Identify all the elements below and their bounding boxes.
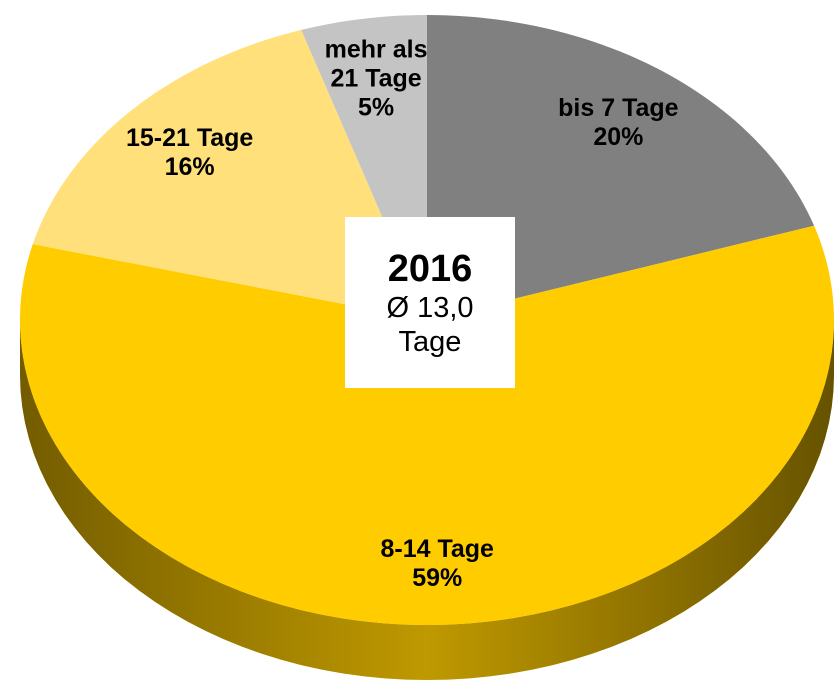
pie-slice	[427, 15, 815, 320]
slice-name: bis 7 Tage	[558, 93, 679, 122]
slice-value: 59%	[412, 563, 463, 592]
slice-name: 15-21 Tage	[125, 123, 254, 152]
slice-label: 15-21 Tage 16%	[100, 124, 280, 182]
slice-name: mehr als 21 Tage	[324, 35, 428, 93]
center-text: Ø 13,0 Tage	[386, 291, 474, 358]
slice-label: bis 7 Tage 20%	[528, 94, 708, 152]
pie-slice	[20, 225, 834, 625]
pie-side-shade	[20, 320, 834, 680]
slice-label: 8-14 Tage 59%	[347, 535, 527, 593]
center-box: 2016 Ø 13,0 Tage	[345, 217, 515, 388]
slice-label: mehr als 21 Tage 5%	[316, 36, 436, 123]
slice-value: 16%	[164, 152, 215, 181]
center-title: 2016	[387, 247, 473, 290]
slice-name: 8-14 Tage	[380, 534, 494, 563]
slice-value: 20%	[593, 122, 644, 151]
pie-slice	[32, 29, 427, 320]
slice-value: 5%	[357, 93, 395, 122]
